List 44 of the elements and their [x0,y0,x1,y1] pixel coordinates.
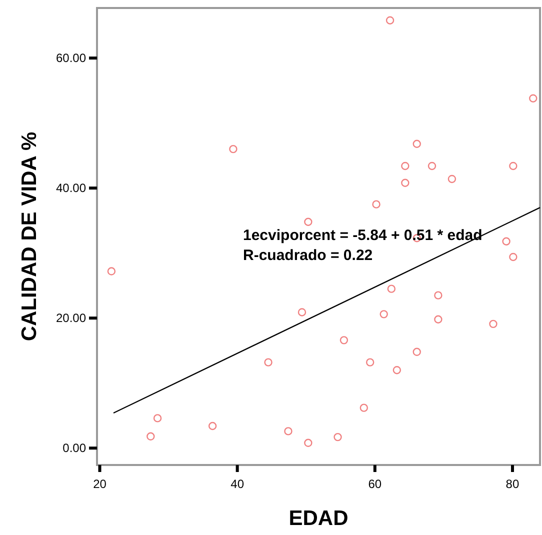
y-tick-label: 20.00 [56,311,86,326]
point [401,162,410,170]
point [366,358,374,366]
point [509,252,518,262]
point [304,438,312,447]
point [334,432,342,442]
point [489,320,498,328]
point [412,140,421,148]
point [298,308,306,316]
point [284,427,292,436]
point [434,291,442,300]
x-tick-label: 40 [230,477,244,491]
point [386,16,394,24]
point [401,178,410,187]
point [509,162,518,170]
annotation: 1ecviporcent = -5.84 + 0.51 * edad [243,227,482,244]
point [340,336,348,344]
point [107,267,116,276]
point [208,422,217,430]
y-axis-title: CALIDAD DE VIDA % [18,132,41,342]
point [434,315,442,324]
x-tick-label: 20 [93,477,107,491]
point [304,218,312,226]
point [153,414,162,422]
y-tick-label: 60.00 [56,51,86,66]
point [502,237,510,246]
y-tick-label: 0.00 [62,441,86,456]
point [412,348,421,356]
x-tick-label: 60 [368,477,382,491]
y-tick-label: 40.00 [56,181,86,196]
point [529,94,538,102]
point [428,162,436,170]
point [372,200,380,208]
point [392,366,402,374]
x-tick-label: 80 [506,477,520,491]
x-axis-title: EDAD [288,507,348,530]
point [146,432,155,440]
annotation: R-cuadrado = 0.22 [243,247,373,264]
point [360,404,368,412]
point [448,174,456,184]
point [387,284,396,293]
point [229,144,238,154]
point [380,310,388,318]
point [264,358,272,366]
